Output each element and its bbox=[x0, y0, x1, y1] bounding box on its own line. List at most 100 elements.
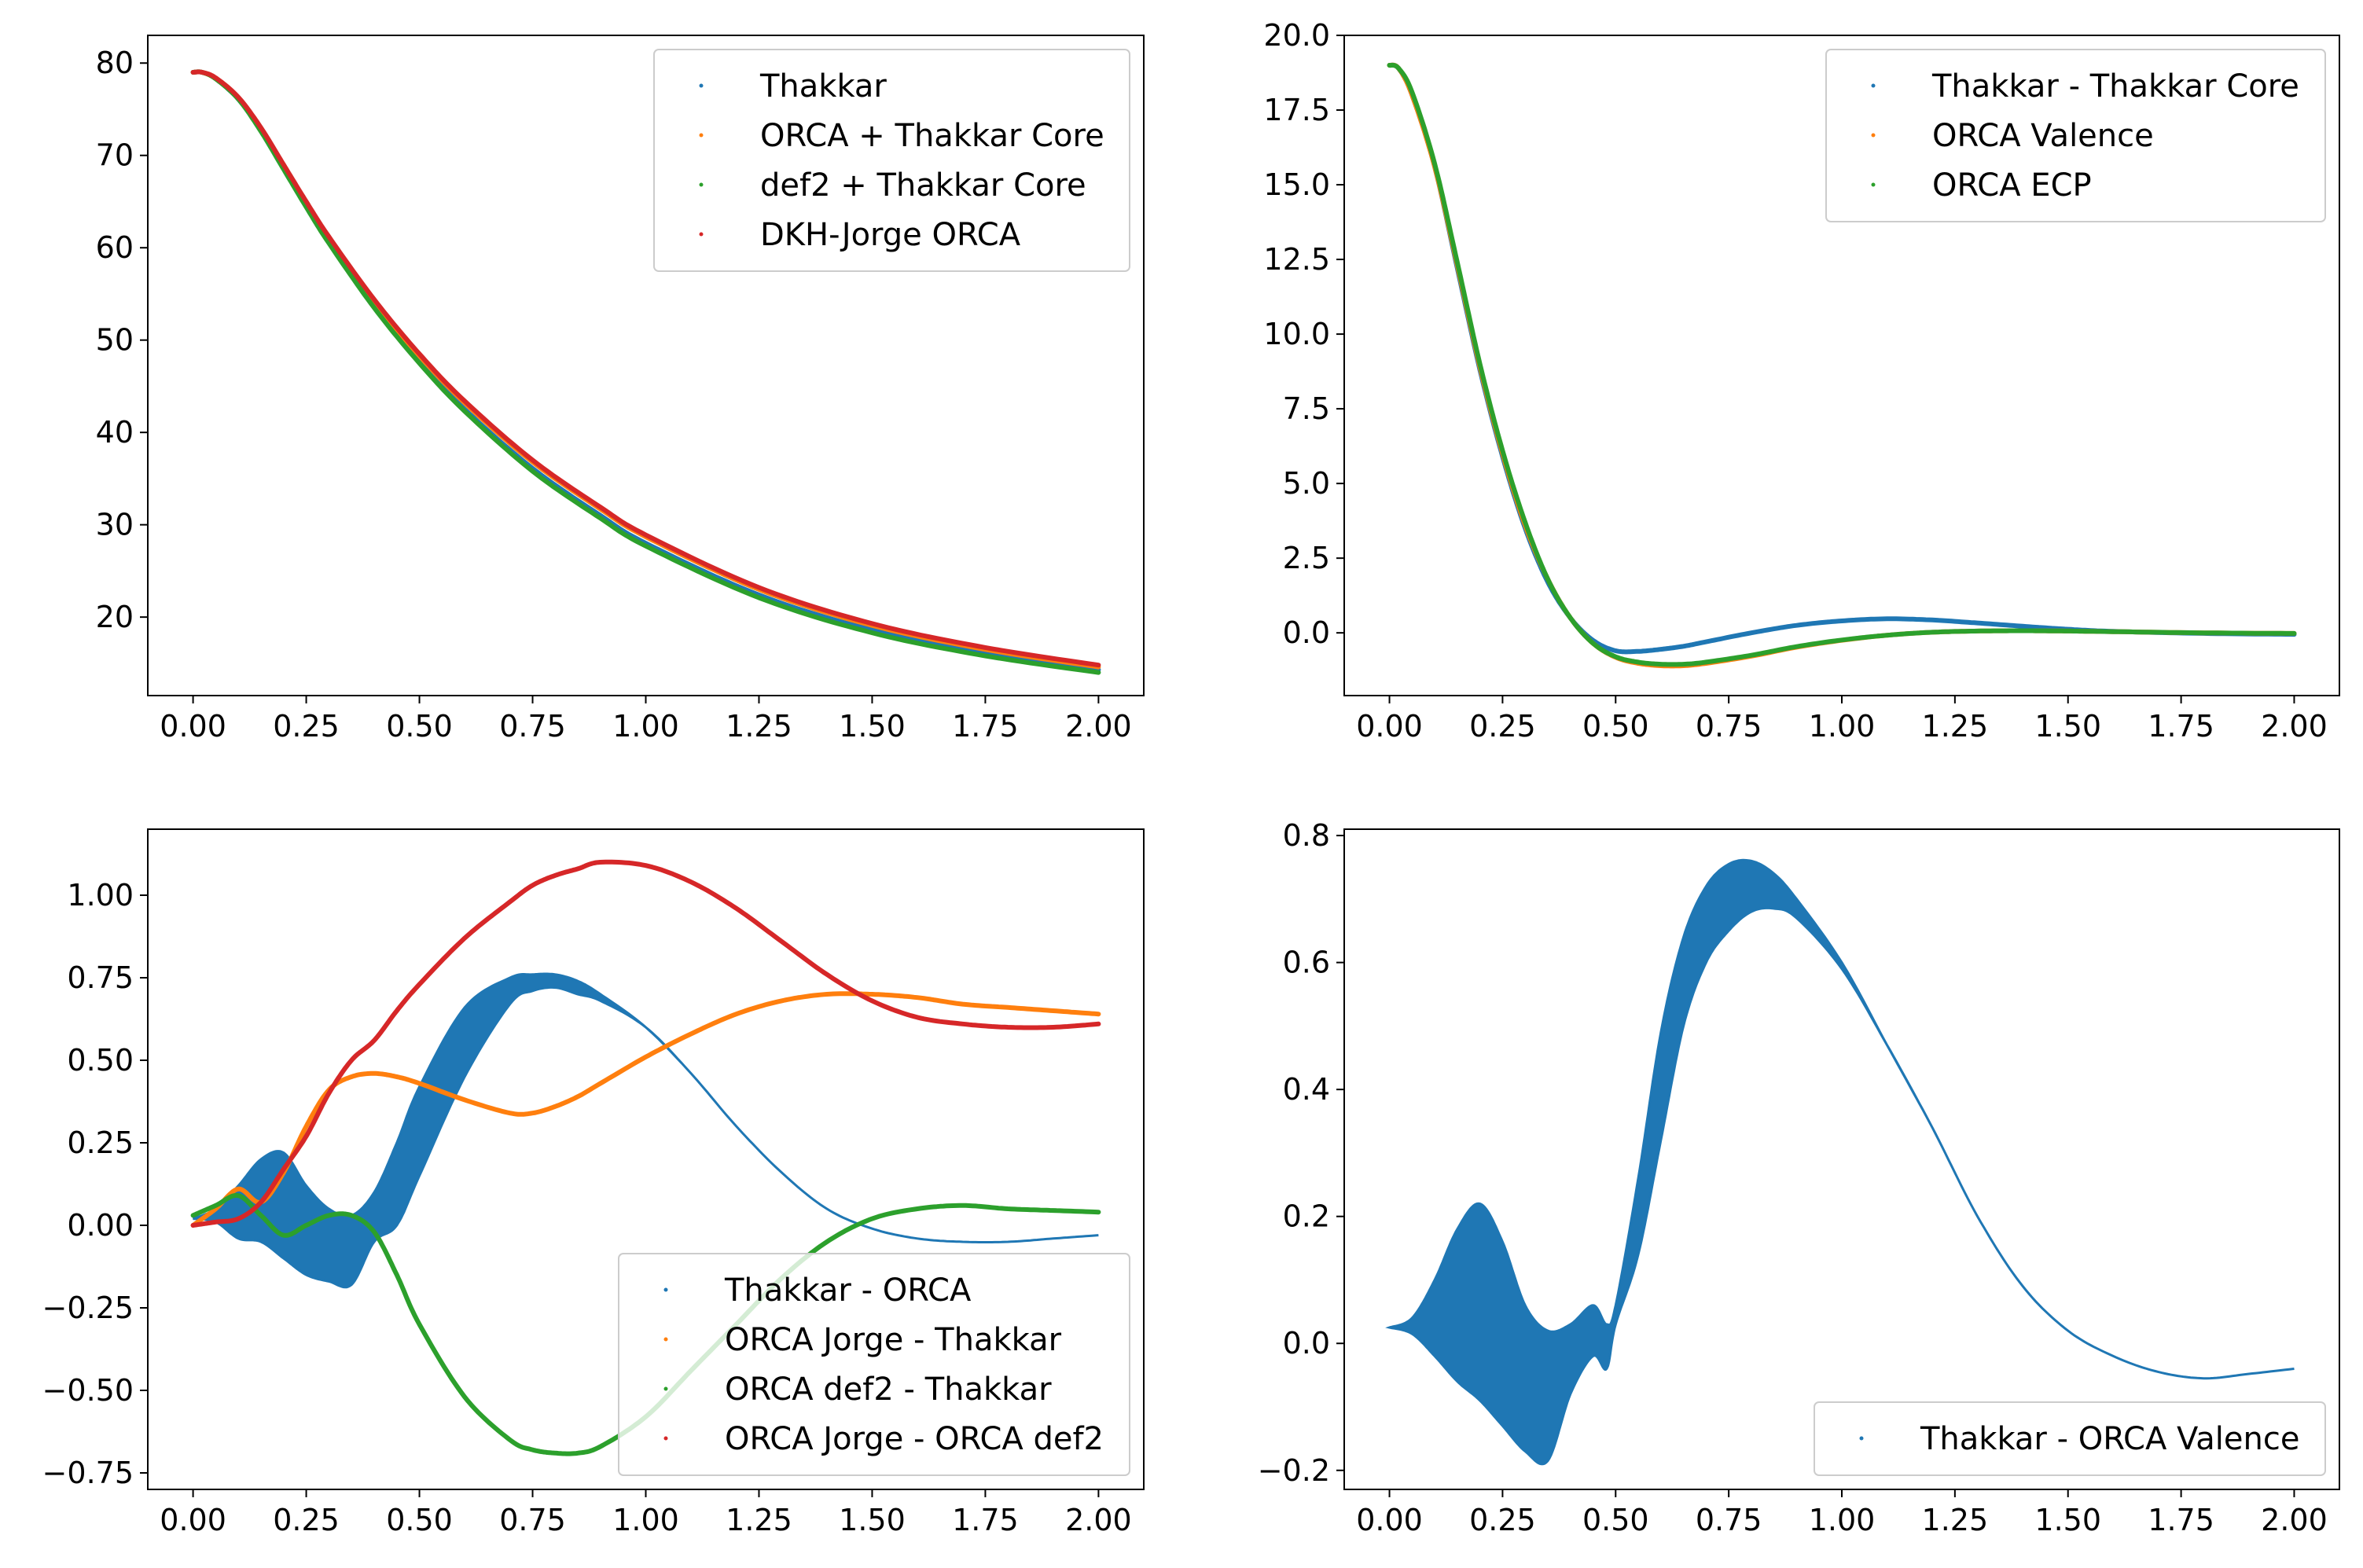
y-tick-label: 1.00 bbox=[67, 878, 134, 913]
legend-entry: ORCA + Thakkar Core bbox=[760, 118, 1104, 154]
legend-entry: ORCA ECP bbox=[1932, 167, 2092, 204]
series-line-3 bbox=[190, 1192, 1101, 1456]
legend-entry: def2 + Thakkar Core bbox=[760, 167, 1086, 204]
legend: Thakkar - Thakkar Core ORCA Valence ORCA E… bbox=[1825, 49, 2326, 222]
top-right-plot: 0.00 0.25 0.50 0.75 1.00 1.25 1.50 1.75 2.00 0.0 2… bbox=[1263, 18, 2340, 744]
legend-entry: Thakkar - ORCA bbox=[724, 1272, 972, 1309]
x-tick-label: 0.00 bbox=[160, 709, 226, 744]
x-tick-label: 0.50 bbox=[386, 709, 453, 744]
y-tick-label: 40 bbox=[96, 415, 134, 450]
y-tick-label: 7.5 bbox=[1283, 391, 1330, 426]
x-tick-label: 1.75 bbox=[952, 1503, 1019, 1537]
x-tick-label: 0.25 bbox=[1469, 709, 1536, 744]
legend-marker bbox=[663, 1436, 668, 1441]
legend-marker bbox=[1871, 182, 1876, 187]
bottom-right-plot: 0.00 0.25 0.50 0.75 1.00 1.25 1.50 1.75 2.00 −0.2… bbox=[1258, 818, 2340, 1537]
y-tick-label: 2.5 bbox=[1283, 541, 1330, 575]
legend: Thakkar ORCA + Thakkar Core def2 + Thakkar… bbox=[653, 49, 1130, 272]
legend-entry: ORCA def2 - Thakkar bbox=[725, 1372, 1052, 1408]
legend: Thakkar - ORCA ORCA Jorge - Thakkar ORCA d… bbox=[618, 1253, 1130, 1476]
y-tick-label: 0.25 bbox=[67, 1126, 134, 1160]
y-tick-label: 50 bbox=[96, 323, 134, 358]
legend-entry: Thakkar bbox=[759, 68, 887, 105]
x-tick-label: 2.00 bbox=[1065, 1503, 1132, 1537]
x-tick-label: 1.75 bbox=[952, 709, 1019, 744]
y-tick-label: 70 bbox=[96, 138, 134, 173]
x-tick-label: 1.75 bbox=[2148, 709, 2214, 744]
series-line-4 bbox=[190, 859, 1101, 1228]
series-line-3 bbox=[1387, 63, 2297, 667]
series-band-1 bbox=[1385, 858, 2295, 1466]
y-tick-label: 12.5 bbox=[1263, 242, 1330, 277]
x-tick-label: 0.25 bbox=[273, 1503, 340, 1537]
y-tick-label: 0.2 bbox=[1283, 1199, 1330, 1234]
y-tick-label: 15.0 bbox=[1263, 167, 1330, 202]
x-tick-label: 1.00 bbox=[1809, 709, 1876, 744]
x-tick-label: 0.00 bbox=[1356, 1503, 1423, 1537]
legend-marker bbox=[699, 182, 704, 187]
x-tick-label: 0.50 bbox=[386, 1503, 453, 1537]
y-tick-label: 17.5 bbox=[1263, 93, 1330, 127]
y-tick-label: −0.75 bbox=[42, 1456, 134, 1490]
x-tick-label: 0.75 bbox=[499, 1503, 566, 1537]
x-tick-label: 1.00 bbox=[612, 709, 679, 744]
x-tick-label: 1.25 bbox=[726, 1503, 792, 1537]
x-tick-label: 0.25 bbox=[273, 709, 340, 744]
x-tick-label: 2.00 bbox=[2261, 709, 2328, 744]
legend-marker bbox=[699, 83, 704, 88]
x-tick-label: 0.25 bbox=[1469, 1503, 1536, 1537]
x-tick-label: 1.50 bbox=[2034, 709, 2101, 744]
y-tick-label: 10.0 bbox=[1263, 317, 1330, 351]
y-tick-label: 60 bbox=[96, 230, 134, 265]
legend: Thakkar - ORCA Valence bbox=[1814, 1401, 2326, 1476]
y-tick-label: 0.8 bbox=[1283, 818, 1330, 853]
legend-entry: DKH-Jorge ORCA bbox=[760, 217, 1021, 253]
legend-marker bbox=[663, 1287, 668, 1292]
legend-entry: Thakkar - ORCA Valence bbox=[1920, 1421, 2299, 1457]
x-tick-label: 1.50 bbox=[2034, 1503, 2101, 1537]
y-tick-label: −0.50 bbox=[42, 1373, 134, 1408]
y-tick-label: 5.0 bbox=[1283, 466, 1330, 501]
legend-marker bbox=[699, 133, 704, 138]
x-tick-label: 0.50 bbox=[1582, 1503, 1649, 1537]
y-tick-label: −0.25 bbox=[42, 1291, 134, 1325]
x-tick-label: 0.00 bbox=[160, 1503, 226, 1537]
y-tick-label: 80 bbox=[96, 46, 134, 80]
y-tick-label: 20.0 bbox=[1263, 18, 1330, 53]
x-tick-label: 0.75 bbox=[1696, 1503, 1762, 1537]
x-tick-label: 1.50 bbox=[839, 1503, 906, 1537]
y-tick-label: 0.00 bbox=[67, 1208, 134, 1243]
series-band-1 bbox=[193, 972, 1099, 1289]
y-tick-label: −0.2 bbox=[1258, 1453, 1330, 1488]
legend-marker bbox=[1871, 133, 1876, 138]
x-tick-label: 1.25 bbox=[1922, 1503, 1989, 1537]
legend-entry: ORCA Valence bbox=[1932, 118, 2154, 154]
x-tick-label: 2.00 bbox=[2261, 1503, 2328, 1537]
legend-marker bbox=[1871, 83, 1876, 88]
y-tick-label: 0.50 bbox=[67, 1043, 134, 1078]
x-tick-label: 1.25 bbox=[1922, 709, 1989, 744]
legend-marker bbox=[663, 1337, 668, 1342]
legend-entry: Thakkar - Thakkar Core bbox=[1931, 68, 2299, 105]
legend-marker bbox=[663, 1386, 668, 1391]
x-tick-label: 1.75 bbox=[2148, 1503, 2214, 1537]
y-tick-label: 0.4 bbox=[1283, 1072, 1330, 1107]
x-tick-label: 1.00 bbox=[612, 1503, 679, 1537]
series-line-4 bbox=[190, 69, 1101, 668]
y-tick-label: 0.0 bbox=[1283, 615, 1330, 650]
top-left-plot: 0.00 0.25 0.50 0.75 1.00 1.25 1.50 1.75 2.00 20 30… bbox=[96, 35, 1145, 744]
y-tick-label: 20 bbox=[96, 600, 134, 634]
legend-entry: ORCA Jorge - ORCA def2 bbox=[725, 1421, 1104, 1457]
x-tick-label: 1.00 bbox=[1809, 1503, 1876, 1537]
y-tick-label: 0.75 bbox=[67, 960, 134, 995]
legend-marker bbox=[699, 232, 704, 237]
x-tick-label: 0.50 bbox=[1582, 709, 1649, 744]
x-tick-label: 0.75 bbox=[1696, 709, 1762, 744]
x-tick-label: 1.25 bbox=[726, 709, 792, 744]
legend-marker bbox=[1859, 1436, 1864, 1441]
x-tick-label: 1.50 bbox=[839, 709, 906, 744]
y-tick-label: 0.6 bbox=[1283, 946, 1330, 980]
y-tick-label: 30 bbox=[96, 508, 134, 542]
x-tick-label: 0.75 bbox=[499, 709, 566, 744]
